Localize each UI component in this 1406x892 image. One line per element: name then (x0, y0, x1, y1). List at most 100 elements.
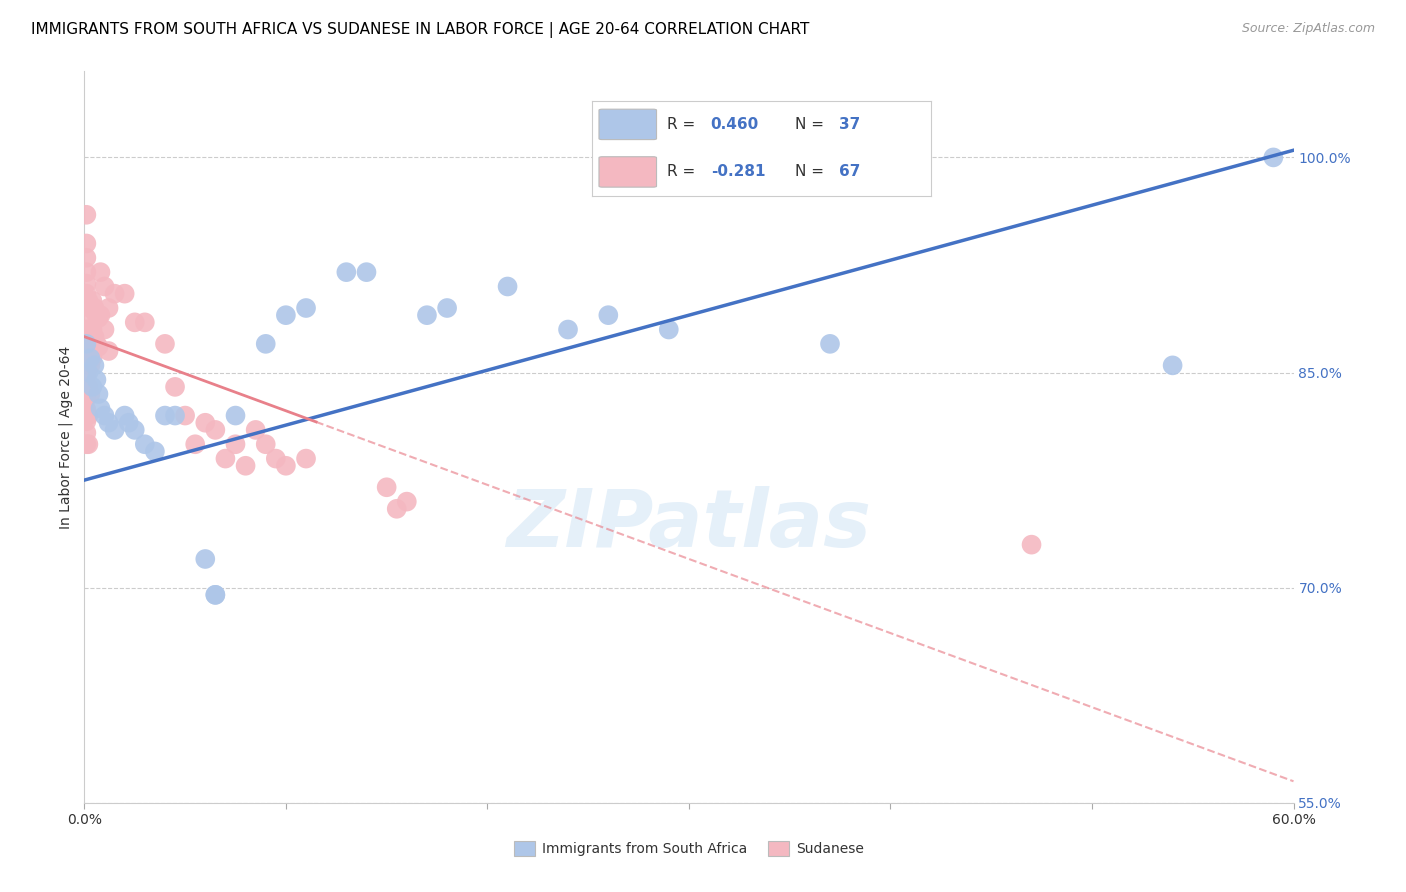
Point (204, 423, 226, 437)
Point (93, 409, 115, 423)
Point (75, 208, 97, 222)
Point (274, 308, 297, 322)
Text: Source: ZipAtlas.com: Source: ZipAtlas.com (1241, 22, 1375, 36)
Point (75, 380, 97, 394)
Point (818, 336, 841, 351)
Point (79, 359, 101, 373)
Text: ZIPatlas: ZIPatlas (506, 486, 872, 564)
Point (86, 336, 108, 351)
Point (87, 340, 110, 354)
Point (77, 293, 100, 308)
Point (264, 451, 287, 466)
Point (254, 336, 277, 351)
Point (93, 279, 115, 293)
Point (104, 286, 127, 301)
Point (114, 286, 136, 301)
Point (87, 387, 110, 401)
Point (295, 301, 318, 315)
Point (557, 322, 579, 336)
Point (124, 853, 146, 867)
Point (375, 480, 398, 494)
Point (87, 311, 110, 326)
Point (245, 423, 267, 437)
Point (225, 409, 247, 423)
Point (165, 380, 187, 394)
Point (79, 329, 101, 343)
Point (79, 387, 101, 401)
Point (335, 265, 357, 279)
Point (165, 409, 187, 423)
Point (204, 588, 226, 602)
Point (153, 336, 176, 351)
Point (75, 322, 97, 336)
Point (75, 357, 97, 371)
Point (104, 423, 127, 437)
Point (83, 359, 105, 373)
Point (82, 322, 104, 336)
Point (75, 437, 97, 451)
Point (75, 334, 97, 348)
Point (82, 380, 104, 394)
Point (75, 345, 97, 359)
Point (75, 310, 97, 324)
Point (174, 409, 197, 423)
Point (395, 494, 418, 508)
Point (134, 315, 156, 329)
Point (75, 298, 97, 312)
Point (89, 308, 111, 322)
Point (184, 437, 207, 451)
Point (225, 437, 247, 451)
Point (89, 265, 111, 279)
Point (75, 286, 97, 301)
Point (82, 351, 104, 366)
Point (77, 380, 100, 394)
Point (75, 414, 97, 428)
Point (153, 409, 176, 423)
Point (75, 368, 97, 383)
Legend: Immigrants from South Africa, Sudanese: Immigrants from South Africa, Sudanese (509, 836, 869, 862)
Point (385, 501, 408, 516)
Point (79, 351, 101, 366)
Point (86, 308, 108, 322)
Point (97, 416, 120, 430)
Point (1161, 359, 1184, 373)
Point (143, 444, 166, 458)
Point (204, 588, 226, 602)
Point (77, 437, 100, 451)
Point (75, 265, 97, 279)
Point (496, 279, 519, 293)
Point (214, 451, 236, 466)
Point (75, 392, 97, 406)
Point (75, 402, 97, 417)
Point (1021, 538, 1043, 552)
Point (77, 409, 100, 423)
Point (134, 437, 156, 451)
Point (83, 329, 105, 343)
Point (416, 308, 439, 322)
Point (86, 373, 108, 387)
Point (75, 425, 97, 440)
Point (295, 451, 318, 466)
Text: IMMIGRANTS FROM SOUTH AFRICA VS SUDANESE IN LABOR FORCE | AGE 20-64 CORRELATION : IMMIGRANTS FROM SOUTH AFRICA VS SUDANESE… (31, 22, 810, 38)
Point (194, 552, 217, 566)
Point (274, 458, 297, 473)
Point (97, 344, 120, 359)
Point (1263, 150, 1285, 164)
Point (75, 236, 97, 251)
Point (598, 308, 620, 322)
Y-axis label: In Labor Force | Age 20-64: In Labor Force | Age 20-64 (59, 345, 73, 529)
Point (436, 301, 458, 315)
Point (83, 301, 105, 315)
Point (356, 265, 378, 279)
Point (114, 409, 136, 423)
Point (79, 301, 101, 315)
Point (77, 322, 100, 336)
Point (194, 416, 217, 430)
Point (75, 251, 97, 265)
Point (254, 437, 277, 451)
Point (77, 351, 100, 366)
Point (93, 322, 115, 336)
Point (77, 366, 100, 380)
Point (82, 293, 104, 308)
Point (75, 277, 97, 291)
